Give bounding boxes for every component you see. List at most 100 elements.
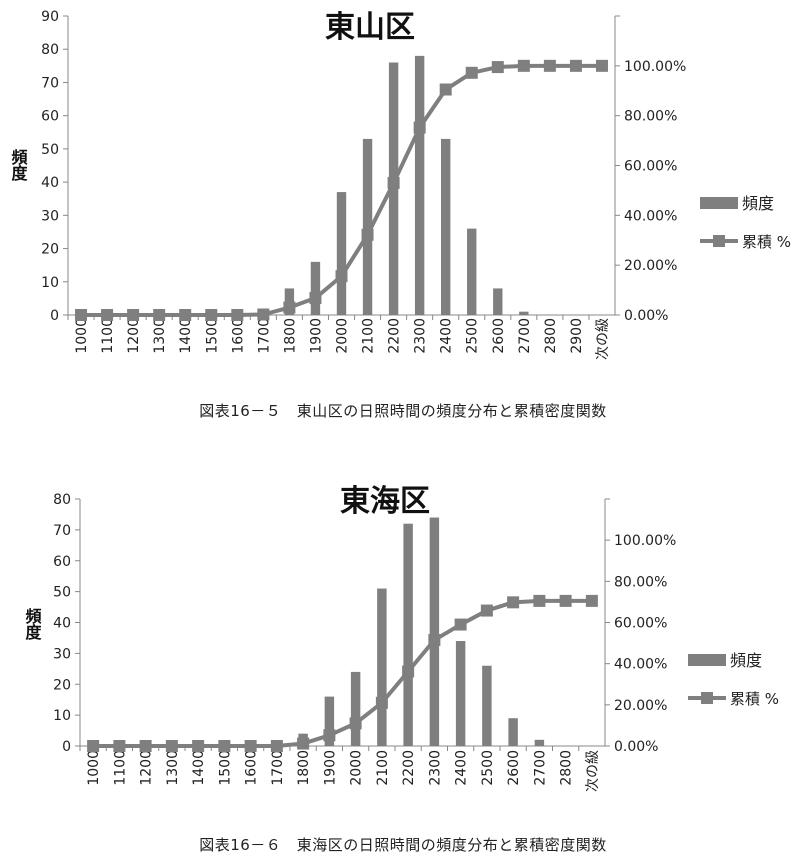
cumulative-marker xyxy=(559,594,572,607)
y-tick-label: 10 xyxy=(41,275,59,291)
cumulative-marker xyxy=(127,309,140,321)
x-tick-label: 1700 xyxy=(270,750,286,786)
cumulative-marker xyxy=(75,309,88,321)
x-tick-label: 2300 xyxy=(413,318,429,354)
x-tick-label: 1600 xyxy=(244,750,260,786)
chart-svg: 0 10 20 30 40 50 60 70 80 0.00% 20.00% 40.00% 60.00%… xyxy=(23,484,780,792)
x-tick-label: 2200 xyxy=(401,750,417,786)
y-tick-label: 40 xyxy=(53,616,71,632)
x-tick-label: 2700 xyxy=(517,318,533,354)
histogram-bar xyxy=(310,261,321,315)
histogram-bar xyxy=(467,228,477,315)
cumulative-marker xyxy=(192,740,205,752)
cumulative-marker xyxy=(309,292,322,305)
cumulative-marker xyxy=(585,594,598,607)
cumulative-marker xyxy=(153,309,166,321)
cumulative-marker xyxy=(480,604,493,617)
x-tick-label: 次の級 xyxy=(595,318,611,360)
histogram-bar xyxy=(493,288,503,315)
y-tick-label: 30 xyxy=(41,208,59,224)
y-tick-label: 30 xyxy=(53,646,71,662)
cumulative-marker xyxy=(323,729,336,742)
cumulative-marker xyxy=(517,59,530,72)
x-tick-label: 2100 xyxy=(361,318,377,354)
x-tick-label: 2400 xyxy=(439,318,455,354)
y2-tick-label: 20.00% xyxy=(624,258,677,274)
x-tick-label: 1000 xyxy=(74,318,90,354)
x-tick-label: 2000 xyxy=(349,750,365,786)
cumulative-marker xyxy=(218,740,231,752)
cumulative-marker xyxy=(270,740,283,752)
x-tick-label: 1400 xyxy=(191,750,207,786)
chart-svg: 0 10 20 30 40 50 60 70 80 90 0.00% 20.00% 40.00% 60.0… xyxy=(9,9,792,360)
cumulative-marker xyxy=(139,740,152,752)
figure-caption: 図表16－６ 東海区の日照時間の頻度分布と累積密度関数 xyxy=(199,836,607,854)
y-tick-label: 20 xyxy=(53,677,71,693)
x-tick-label: 2200 xyxy=(387,318,403,354)
y-axis-label: 頻度 xyxy=(9,148,28,182)
cumulative-marker xyxy=(465,66,478,79)
histogram-bar xyxy=(508,718,518,746)
x-tick-label: 2600 xyxy=(506,750,522,786)
x-tick-label: 1400 xyxy=(178,318,194,354)
y-tick-label: 90 xyxy=(41,9,59,25)
legend-line-marker xyxy=(701,692,713,704)
chart-title: 東山区 xyxy=(325,10,415,45)
cumulative-marker xyxy=(244,740,257,752)
y-tick-label: 0 xyxy=(62,739,71,755)
y-tick-label: 0 xyxy=(50,308,59,324)
cumulative-marker xyxy=(257,308,270,321)
cumulative-marker xyxy=(595,59,608,72)
legend-line-marker xyxy=(713,235,725,247)
histogram-bar xyxy=(414,55,425,315)
y-tick-label: 70 xyxy=(41,75,59,91)
legend-bar-label: 頻度 xyxy=(730,651,762,670)
x-tick-label: 次の級 xyxy=(585,750,601,792)
x-tick-label: 2000 xyxy=(335,318,351,354)
cumulative-marker xyxy=(402,665,415,678)
x-tick-label: 1100 xyxy=(100,318,116,354)
cumulative-marker xyxy=(165,740,178,752)
x-tick-label: 2600 xyxy=(491,318,507,354)
y2-tick-label: 100.00% xyxy=(614,533,676,549)
x-tick-label: 1500 xyxy=(204,318,220,354)
x-tick-label: 1300 xyxy=(152,318,168,354)
x-tick-label: 1200 xyxy=(126,318,142,354)
cumulative-marker xyxy=(283,301,296,314)
y2-tick-label: 40.00% xyxy=(624,208,677,224)
x-tick-label: 1800 xyxy=(296,750,312,786)
y2-tick-label: 60.00% xyxy=(614,616,667,632)
x-tick-label: 1900 xyxy=(322,750,338,786)
histogram-bar xyxy=(324,696,335,746)
y2-tick-label: 80.00% xyxy=(624,109,677,125)
y-tick-label: 20 xyxy=(41,242,59,258)
x-tick-label: 1300 xyxy=(165,750,181,786)
cumulative-marker xyxy=(375,696,388,709)
histogram-bar xyxy=(362,138,373,315)
histogram-bar xyxy=(441,138,451,315)
y2-tick-label: 20.00% xyxy=(614,698,667,714)
x-tick-label: 2100 xyxy=(375,750,391,786)
cumulative-marker xyxy=(179,309,192,321)
x-tick-label: 1100 xyxy=(112,750,128,786)
cumulative-marker xyxy=(335,270,348,283)
histogram-bar xyxy=(519,311,529,315)
x-tick-label: 1900 xyxy=(308,318,324,354)
cumulative-marker xyxy=(231,309,244,321)
y2-tick-label: 0.00% xyxy=(624,308,668,324)
cumulative-marker xyxy=(387,176,400,189)
cumulative-marker xyxy=(205,309,218,321)
cumulative-marker xyxy=(507,596,520,609)
histogram-bar xyxy=(336,192,347,315)
histogram-bar xyxy=(403,523,413,746)
cumulative-marker xyxy=(533,594,546,607)
y-tick-label: 60 xyxy=(53,554,71,570)
y-tick-label: 50 xyxy=(53,585,71,601)
x-tick-label: 1000 xyxy=(86,750,102,786)
y-tick-label: 50 xyxy=(41,142,59,158)
cumulative-marker xyxy=(349,717,362,730)
histogram-bar xyxy=(482,665,492,746)
y2-tick-label: 80.00% xyxy=(614,574,667,590)
y-tick-label: 70 xyxy=(53,523,71,539)
histogram-bar xyxy=(534,739,545,746)
